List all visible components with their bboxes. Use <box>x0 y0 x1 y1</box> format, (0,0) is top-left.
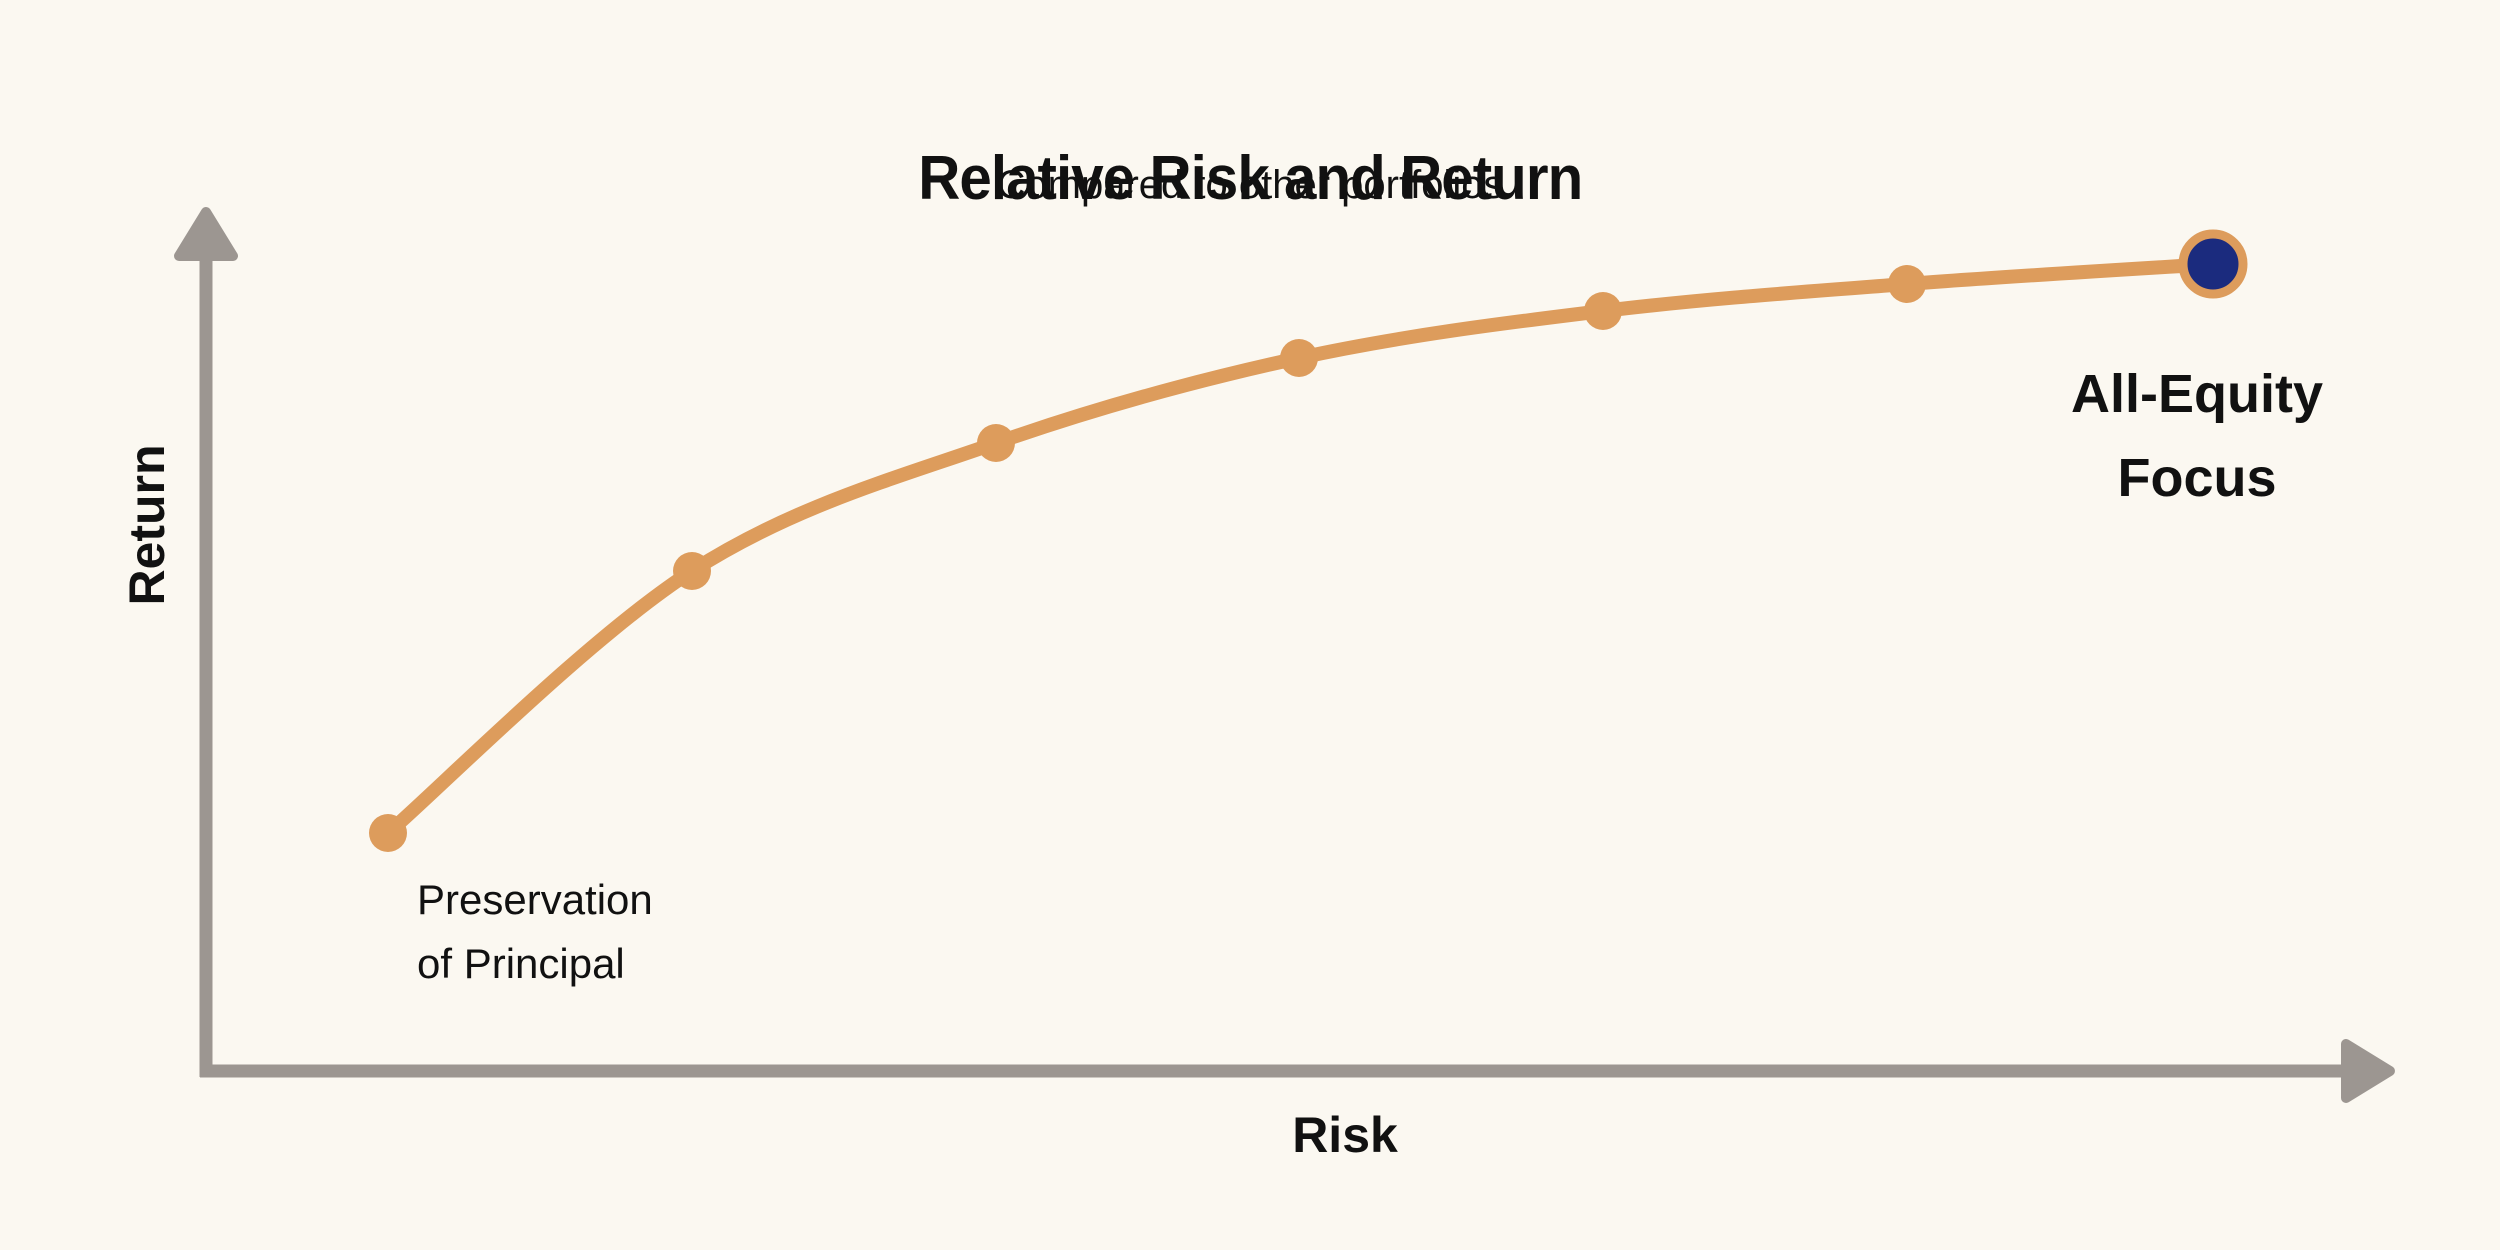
curve-point-marker <box>1888 265 1926 303</box>
all-equity-endpoint-marker <box>2178 229 2248 299</box>
y-axis-label: Return <box>119 444 175 606</box>
end-point-label: All-Equity Focus <box>2071 364 2323 508</box>
chart-title: Relative Risk and Return <box>0 72 2500 214</box>
curve-layer <box>369 229 2248 852</box>
curve-point-marker <box>369 814 407 852</box>
start-point-label: Preservation of Principal <box>417 876 653 987</box>
x-axis-arrow-icon <box>2341 1039 2395 1103</box>
curve-point-marker <box>1584 292 1622 330</box>
chart-subtitle: Compared to other portfolios <box>996 163 1504 207</box>
y-axis-arrow-icon <box>174 207 238 261</box>
curve-point-marker <box>1280 339 1318 377</box>
x-axis-label: Risk <box>1292 1107 1398 1163</box>
axes <box>174 207 2395 1103</box>
curve-point-marker <box>673 552 711 590</box>
chart-title-text: Relative Risk and Return <box>917 144 1583 213</box>
curve-point-marker <box>977 424 1015 462</box>
